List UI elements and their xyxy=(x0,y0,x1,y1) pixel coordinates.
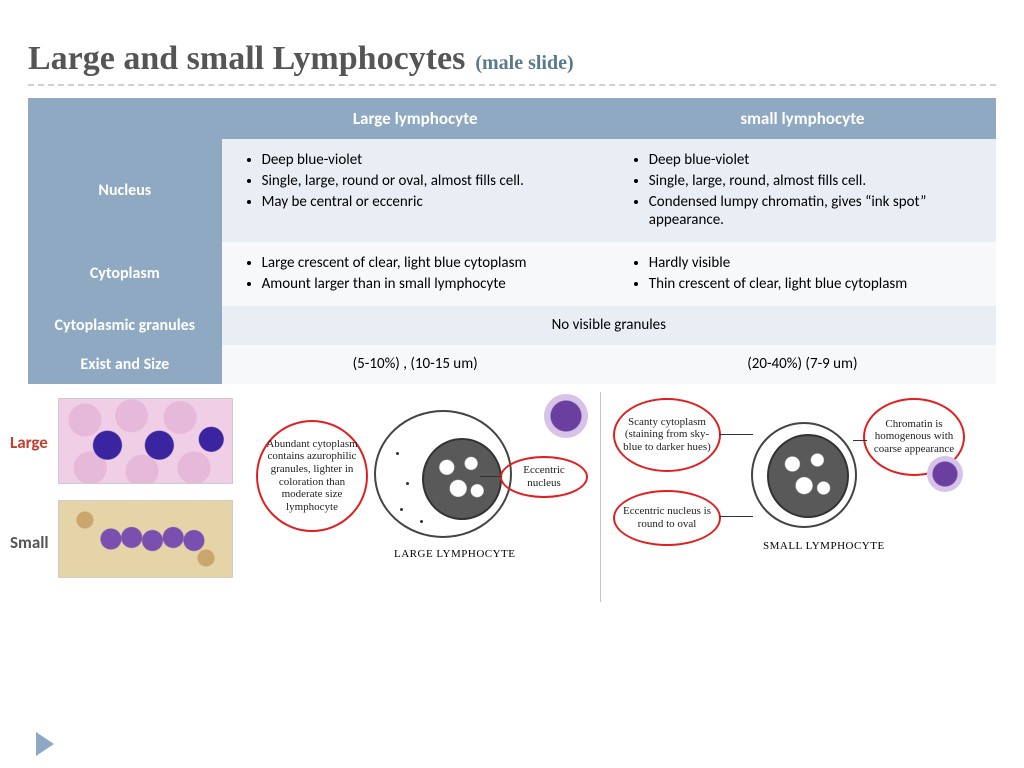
annot-small-cytoplasm: Scanty cytoplasm (staining from sky-blue… xyxy=(613,398,721,472)
col-large: Large lymphocyte xyxy=(222,98,609,139)
bullet: Single, large, round, almost fills cell. xyxy=(649,172,982,191)
pointer-line xyxy=(719,516,753,517)
bullet: Hardly visible xyxy=(649,254,982,273)
bullet: Thin crescent of clear, light blue cytop… xyxy=(649,275,982,294)
micrograph-large xyxy=(58,398,233,484)
bullet: Large crescent of clear, light blue cyto… xyxy=(262,254,595,273)
bullet: May be central or eccenric xyxy=(262,193,595,212)
bullet: Condensed lumpy chromatin, gives “ink sp… xyxy=(649,193,982,231)
row-cytoplasm: Cytoplasm xyxy=(28,242,222,306)
annot-large-nucleus: Eccentric nucleus xyxy=(500,456,588,498)
row-nucleus: Nucleus xyxy=(28,139,222,242)
large-cell-nucleus xyxy=(422,438,502,520)
cell-cytoplasm-small: Hardly visible Thin crescent of clear, l… xyxy=(609,242,996,306)
slide-title: Large and small Lymphocytes (male slide) xyxy=(28,40,996,78)
bullet: Single, large, round or oval, almost fil… xyxy=(262,172,595,191)
large-cell-outline xyxy=(374,410,512,538)
col-small: small lymphocyte xyxy=(609,98,996,139)
diagram-large-lymphocyte: Abundant cytoplasm contains azurophilic … xyxy=(256,392,596,602)
comparison-table: Large lymphocyte small lymphocyte Nucleu… xyxy=(28,98,996,384)
table-row: Cytoplasmic granules No visible granules xyxy=(28,306,996,345)
table-row: Cytoplasm Large crescent of clear, light… xyxy=(28,242,996,306)
cell-cytoplasm-large: Large crescent of clear, light blue cyto… xyxy=(222,242,609,306)
pointer-line xyxy=(853,440,867,441)
pointer-line xyxy=(719,434,753,435)
bullet: Amount larger than in small lymphocyte xyxy=(262,275,595,294)
cell-size-small: (20-40%) (7-9 um) xyxy=(609,345,996,384)
small-cell-outline xyxy=(751,422,857,528)
diagram-small-lymphocyte: Scanty cytoplasm (staining from sky-blue… xyxy=(600,392,970,602)
table-header-row: Large lymphocyte small lymphocyte xyxy=(28,98,996,139)
cell-granules-merged: No visible granules xyxy=(222,306,996,345)
thumb-cell-small xyxy=(927,456,963,492)
pointer-line xyxy=(480,476,502,477)
title-subtitle: (male slide) xyxy=(475,52,573,75)
cell-size-large: (5-10%) , (10-15 um) xyxy=(222,345,609,384)
thumb-cell-large xyxy=(544,394,588,438)
annot-small-nucleus: Eccentric nucleus is round to oval xyxy=(613,490,721,546)
small-cell-nucleus xyxy=(767,434,849,518)
caption-small: SMALL LYMPHOCYTE xyxy=(763,540,885,552)
slide-nav-arrow-icon xyxy=(36,732,54,756)
side-label-small: Small xyxy=(10,532,49,553)
row-granules: Cytoplasmic granules xyxy=(28,306,222,345)
caption-large: LARGE LYMPHOCYTE xyxy=(394,548,515,560)
annot-large-cytoplasm: Abundant cytoplasm contains azurophilic … xyxy=(256,420,368,532)
diagram-area: Large Small Abundant cytoplasm contains … xyxy=(28,392,996,622)
row-size: Exist and Size xyxy=(28,345,222,384)
table-row: Exist and Size (5-10%) , (10-15 um) (20-… xyxy=(28,345,996,384)
cell-nucleus-large: Deep blue-violet Single, large, round or… xyxy=(222,139,609,242)
bullet: Deep blue-violet xyxy=(262,151,595,170)
side-label-large: Large xyxy=(10,432,48,453)
micrograph-small xyxy=(58,500,233,578)
table-corner xyxy=(28,98,222,139)
title-divider xyxy=(28,84,996,86)
table-row: Nucleus Deep blue-violet Single, large, … xyxy=(28,139,996,242)
bullet: Deep blue-violet xyxy=(649,151,982,170)
cell-nucleus-small: Deep blue-violet Single, large, round, a… xyxy=(609,139,996,242)
title-main: Large and small Lymphocytes xyxy=(28,40,465,78)
